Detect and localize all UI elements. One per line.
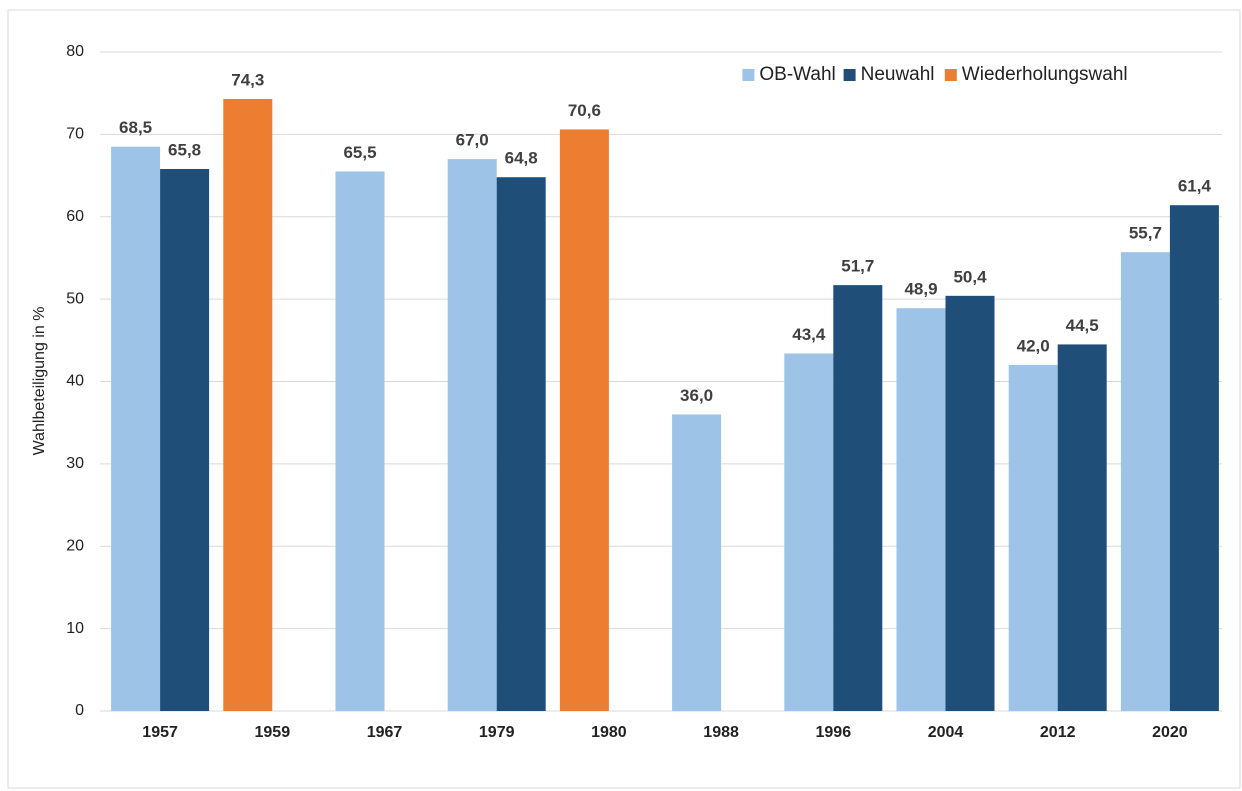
x-tick-label: 1979 [479, 724, 515, 741]
data-label: 65,8 [168, 140, 201, 159]
legend-label: Neuwahl [861, 64, 935, 85]
y-tick-label: 0 [75, 702, 84, 719]
x-tick-label: 2012 [1040, 724, 1076, 741]
bar [833, 285, 883, 711]
bar [496, 177, 546, 711]
bar [1057, 344, 1107, 711]
data-label: 61,4 [1178, 177, 1212, 196]
y-tick-label: 20 [66, 537, 84, 554]
x-tick-label: 1957 [142, 724, 178, 741]
legend-label: OB-Wahl [759, 64, 835, 85]
bar [784, 353, 834, 711]
y-tick-label: 30 [66, 455, 84, 472]
x-tick-label: 1980 [591, 724, 627, 741]
data-label: 44,5 [1066, 316, 1099, 335]
bar [223, 98, 273, 712]
bar [1008, 365, 1058, 711]
data-label: 36,0 [680, 386, 713, 405]
bar [160, 168, 210, 711]
data-label: 48,9 [904, 280, 937, 299]
legend-swatch [742, 69, 755, 81]
data-label: 68,5 [119, 118, 152, 137]
bar [447, 159, 497, 711]
x-tick-label: 1988 [703, 724, 739, 741]
bar [559, 129, 609, 711]
y-tick-label: 70 [66, 126, 84, 143]
data-label: 70,6 [568, 101, 601, 120]
bar [1120, 252, 1170, 711]
data-label: 67,0 [456, 131, 489, 150]
legend-label: Wiederholungswahl [962, 64, 1128, 85]
x-tick-label: 1996 [816, 724, 852, 741]
bar [672, 414, 722, 711]
legend-swatch [843, 69, 856, 81]
y-tick-label: 10 [66, 620, 84, 637]
bar [896, 308, 946, 711]
data-label: 50,4 [953, 267, 987, 286]
x-tick-label: 2004 [928, 724, 964, 741]
bar [945, 295, 995, 711]
y-tick-label: 80 [66, 43, 84, 60]
data-label: 55,7 [1129, 224, 1162, 243]
data-label: 74,3 [231, 70, 264, 89]
y-tick-label: 50 [66, 290, 84, 307]
y-tick-label: 40 [66, 373, 84, 390]
y-axis-label: Wahlbeteiligung in % [31, 307, 48, 456]
data-label: 51,7 [841, 257, 874, 276]
data-label: 64,8 [505, 149, 538, 168]
legend-swatch [944, 69, 957, 81]
data-label: 65,5 [343, 143, 376, 162]
data-label: 43,4 [792, 325, 826, 344]
data-label: 42,0 [1017, 337, 1050, 356]
y-tick-label: 60 [66, 208, 84, 225]
bar [1169, 205, 1219, 711]
bar [111, 146, 161, 711]
x-tick-label: 1959 [255, 724, 291, 741]
x-tick-label: 2020 [1152, 724, 1188, 741]
x-tick-label: 1967 [367, 724, 403, 741]
bar [335, 171, 385, 712]
